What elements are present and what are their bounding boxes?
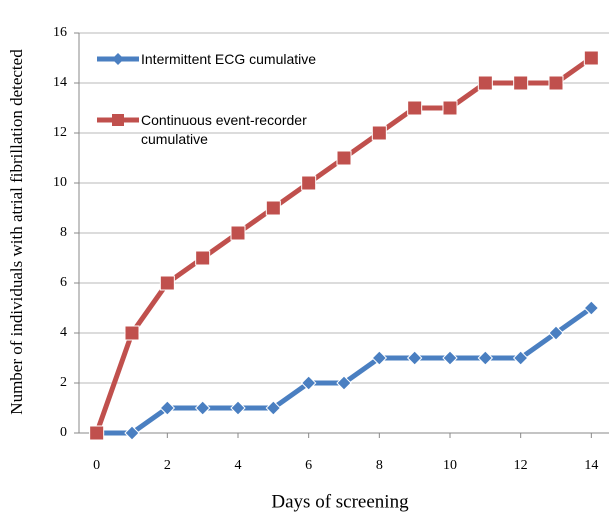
point — [194, 400, 211, 416]
y-tick-label: 2 — [60, 375, 67, 390]
point — [230, 225, 246, 241]
point — [512, 350, 529, 366]
x-tick-label: 14 — [584, 458, 598, 473]
point — [548, 75, 564, 91]
point — [407, 100, 423, 116]
point — [442, 350, 458, 366]
y-tick-label: 8 — [60, 225, 67, 240]
y-tick-label: 14 — [53, 75, 67, 90]
point — [301, 175, 317, 191]
y-tick-label: 4 — [60, 325, 67, 340]
point — [583, 300, 600, 316]
legend-marker — [112, 114, 124, 126]
legend-label: Intermittent ECG cumulative — [141, 51, 317, 67]
point — [513, 75, 529, 91]
point — [336, 375, 352, 391]
x-tick-label: 6 — [305, 458, 312, 473]
y-tick-label: 0 — [60, 425, 67, 440]
point — [548, 325, 564, 341]
x-tick-label: 8 — [376, 458, 383, 473]
point — [371, 125, 387, 141]
x-axis-label: Days of screening — [271, 491, 409, 512]
legend-label: Continuous event-recorder cumulative — [141, 112, 307, 147]
y-tick-label: 16 — [53, 25, 67, 40]
y-tick-label: 12 — [53, 125, 67, 140]
point — [195, 250, 211, 266]
point — [159, 275, 175, 291]
x-tick-label: 4 — [235, 458, 242, 473]
x-tick-label: 12 — [514, 458, 528, 473]
y-tick-label: 6 — [60, 275, 67, 290]
point — [336, 150, 352, 166]
point — [300, 375, 317, 391]
point — [583, 50, 599, 66]
point — [477, 350, 494, 366]
point — [124, 425, 140, 441]
x-tick-label: 10 — [443, 458, 457, 473]
y-axis-label: Number of individuals with atrial fibril… — [7, 49, 26, 415]
series-line — [96, 305, 593, 436]
point — [406, 350, 423, 366]
x-tick-label: 0 — [93, 458, 100, 473]
point — [230, 400, 246, 416]
point — [89, 425, 105, 441]
point — [124, 325, 140, 341]
x-tick-label: 2 — [164, 458, 171, 473]
point — [477, 75, 493, 91]
y-tick-label: 10 — [53, 175, 67, 190]
point — [371, 350, 388, 366]
legend-marker — [112, 53, 124, 65]
point — [265, 400, 282, 416]
point — [442, 100, 458, 116]
point — [265, 200, 281, 216]
point — [159, 400, 176, 416]
